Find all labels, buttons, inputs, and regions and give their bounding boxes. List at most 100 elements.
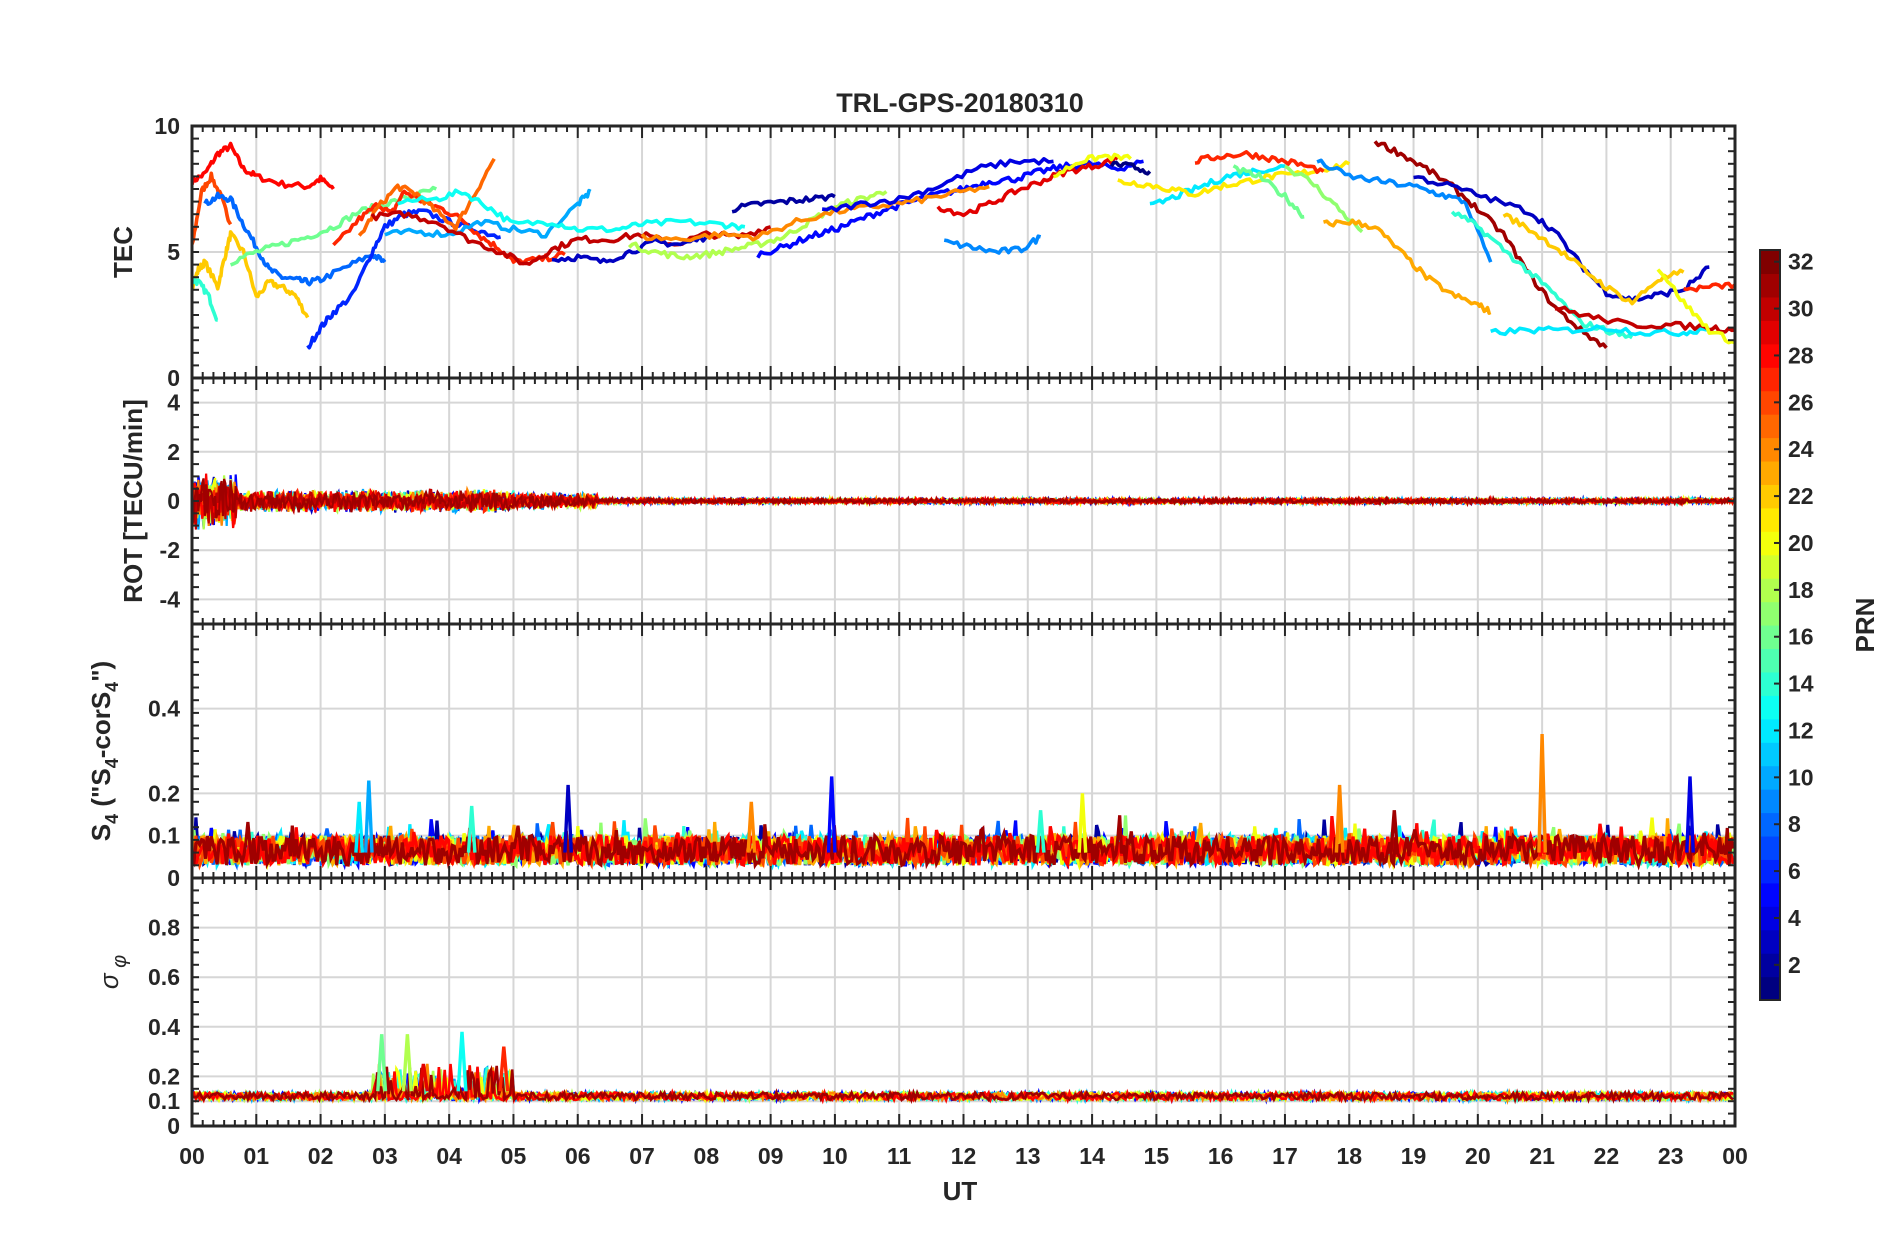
x-tick-label: 07 [629,1143,655,1169]
colorbar-segment [1760,578,1780,603]
colorbar-segment [1760,437,1780,462]
tec-series-prn-26 [192,171,233,245]
y-tick-label: 0 [167,488,180,514]
figure-title: TRL-GPS-20180310 [836,88,1084,118]
s4-spike-prn-20 [1077,793,1088,853]
x-tick-label: 08 [694,1143,720,1169]
x-tick-label: 21 [1529,1143,1555,1169]
tec-series-prn-14 [192,276,219,322]
colorbar-segment [1760,250,1780,275]
colorbar-segment [1760,601,1780,626]
colorbar-segment [1760,367,1780,392]
x-tick-label: 19 [1401,1143,1427,1169]
panel-rot: -4 -2 0 2 4 ROT [TECU/min] [118,376,1737,626]
x-axis-title: UT [943,1176,978,1206]
s4-spike-prn-5 [826,776,837,853]
colorbar-segment [1760,484,1780,509]
sigma-spike-prn-18 [401,1034,413,1092]
y-axis-title: ROT [TECU/min] [118,399,148,603]
y-tick-label: 0.2 [148,1063,180,1089]
tec-series-prn-10 [384,188,592,239]
tec-series-prn-1 [1109,160,1152,176]
s4-spike-prn-12 [354,801,365,853]
colorbar-segment [1760,625,1780,650]
s4-spike-prn-14 [466,805,477,853]
x-tick-label: 11 [887,1143,912,1169]
colorbar-segment [1760,929,1780,954]
s4-spike-prn-24 [1334,784,1345,853]
x-tick-label: 15 [1144,1143,1170,1169]
colorbar-segment [1760,273,1780,298]
colorbar-segment [1760,695,1780,720]
s4-spike-prn-10 [363,780,374,853]
colorbar-tick-label: 6 [1788,858,1801,884]
colorbar-segment [1760,460,1780,485]
x-tick-label: 17 [1272,1143,1298,1169]
y-tick-label: 0.6 [148,964,180,990]
tec-series-prn-12 [1149,164,1286,206]
tec-series-prn-29 [936,155,1119,218]
y-axis-title: S4 ("S4-corS4") [86,661,122,841]
colorbar-tick-label: 4 [1788,905,1801,931]
x-tick-label: 12 [951,1143,977,1169]
tec-series-prn-17 [1284,164,1364,234]
colorbar-tick-label: 32 [1788,249,1814,275]
s4-spike-prn-14 [1035,810,1046,853]
tec-series-prn-9 [943,234,1042,255]
colorbar-tick-label: 26 [1788,389,1814,415]
y-tick-label: -4 [160,586,181,612]
x-tick-label: 16 [1208,1143,1234,1169]
colorbar-segment [1760,835,1780,860]
y-tick-label: 0.8 [148,915,180,941]
y-tick-label: 5 [167,239,180,265]
colorbar-segment [1760,906,1780,931]
tec-series-prn-4 [821,157,1054,213]
x-tick-label: 22 [1594,1143,1620,1169]
tec-series-prn-24 [640,184,990,243]
tec-series-prn-13 [397,188,746,234]
x-tick-label: 13 [1015,1143,1041,1169]
s4-spike-prn-31 [1389,810,1400,853]
s4-spike-prn-24 [1537,734,1547,853]
x-tick-label: 05 [501,1143,527,1169]
colorbar-segment [1760,859,1780,884]
x-tick-label: 09 [758,1143,784,1169]
x-tick-label: 10 [822,1143,848,1169]
tec-series-prn-27 [1683,281,1735,293]
colorbar-segment [1760,414,1780,439]
x-tick-label: 20 [1465,1143,1491,1169]
y-tick-label: 0.2 [148,780,180,806]
y-tick-label: 0.4 [148,696,180,722]
tec-series-prn-28 [192,141,335,191]
panel-tec: 0 5 10 TEC [108,113,1737,391]
colorbar-tick-label: 14 [1788,671,1814,697]
y-tick-label: 0.4 [148,1014,180,1040]
x-tick-label: 02 [308,1143,334,1169]
y-tick-label: 0.1 [148,823,180,849]
tec-series-prn-30 [1554,305,1735,334]
tec-series-prn-22 [192,230,310,319]
colorbar-frame [1759,249,1781,1001]
series-group [192,473,1735,530]
colorbar-segment [1760,882,1780,907]
s4-spike-prn-24 [746,801,757,853]
x-tick-label: 00 [179,1143,205,1169]
tec-series-prn-20 [1053,152,1132,179]
colorbar-tick-label: 30 [1788,296,1814,322]
x-axis-tick-labels: 00 01 02 03 04 05 06 07 08 09 10 11 12 13 14 15 16 17 18 19… [179,1143,1748,1169]
sigma-spike-prn-29 [417,1063,429,1092]
colorbar-tick-label: 16 [1788,624,1814,650]
colorbar-tick-label: 28 [1788,342,1814,368]
tec-series-prn-16 [1232,164,1305,219]
tec-series-prn-23 [1323,218,1492,315]
colorbar-segment [1760,812,1780,837]
colorbar-segment [1760,390,1780,415]
colorbar-tick-label: 20 [1788,530,1814,556]
y-tick-label: 2 [167,439,180,465]
y-tick-label: -2 [160,537,180,563]
tec-series-prn-8 [203,191,387,287]
tec-series-prn-18 [627,190,888,261]
series-group [192,140,1735,350]
colorbar-segment [1760,765,1780,790]
y-tick-label: 0 [167,865,180,891]
